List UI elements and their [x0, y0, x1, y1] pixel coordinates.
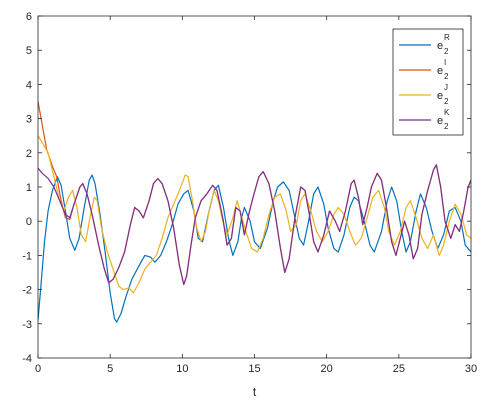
legend-entry-subscript: 2 — [444, 122, 449, 131]
x-tick-label: 10 — [176, 363, 188, 375]
legend-entry-subscript: 2 — [444, 97, 449, 106]
y-tick-label: 1 — [26, 182, 32, 194]
legend-entry-label: e — [437, 115, 443, 127]
y-tick-label: 0 — [26, 216, 32, 228]
series-line-R — [38, 174, 471, 323]
y-tick-label: 4 — [26, 79, 32, 91]
y-tick-label: -3 — [22, 319, 32, 331]
legend-entry-superscript: J — [444, 83, 448, 92]
y-axis-ticks: -4 -3 -2 -1 0 1 2 3 4 5 6 — [22, 11, 471, 365]
y-tick-label: -4 — [22, 353, 32, 365]
x-axis-label: t — [253, 385, 257, 399]
legend-entry-subscript: 2 — [444, 47, 449, 56]
y-tick-label: 6 — [26, 11, 32, 23]
x-tick-label: 30 — [465, 363, 477, 375]
legend-entry-label: e — [437, 40, 443, 52]
legend-entry-label: e — [437, 65, 443, 77]
y-tick-label: -2 — [22, 285, 32, 297]
x-tick-label: 25 — [393, 363, 405, 375]
legend-entry-superscript: K — [444, 108, 450, 117]
x-tick-label: 15 — [248, 363, 260, 375]
legend-box — [392, 28, 464, 136]
y-tick-label: 2 — [26, 148, 32, 160]
y-tick-label: 5 — [26, 45, 32, 57]
x-axis-ticks: 0 5 10 15 20 25 30 — [35, 16, 477, 375]
y-tick-label: -1 — [22, 250, 32, 262]
x-tick-label: 20 — [321, 363, 333, 375]
x-tick-label: 0 — [35, 363, 41, 375]
y-tick-label: 3 — [26, 114, 32, 126]
series-line-K — [38, 164, 471, 286]
legend-entry-subscript: 2 — [444, 72, 449, 81]
legend-entry-superscript: R — [444, 33, 450, 42]
series-layer — [38, 100, 471, 323]
legend-entry-superscript: I — [444, 58, 446, 67]
x-tick-label: 5 — [107, 363, 113, 375]
legend-entry-label: e — [437, 90, 443, 102]
